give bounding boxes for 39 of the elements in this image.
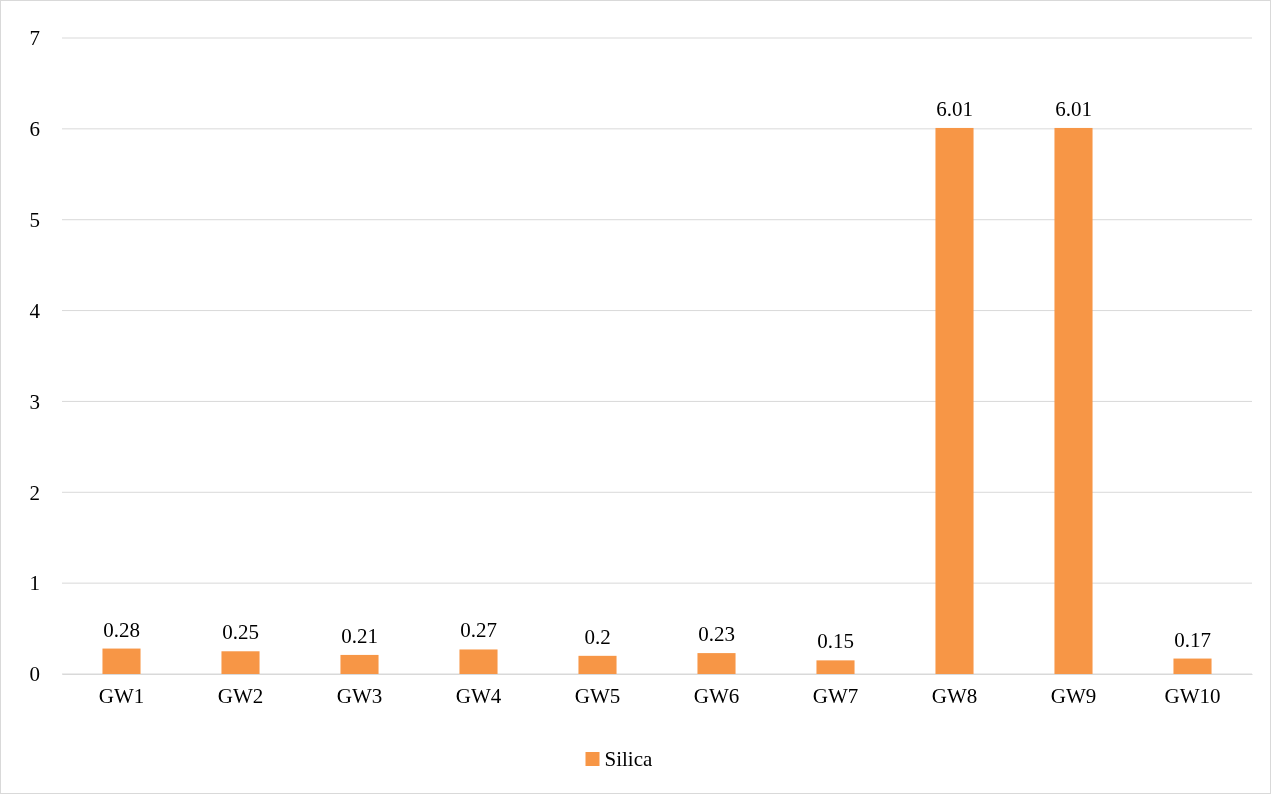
data-label: 0.17	[1174, 627, 1211, 652]
legend-label: Silica	[604, 747, 653, 771]
x-tick-label: GW10	[1164, 683, 1221, 708]
y-tick-label: 1	[29, 571, 40, 596]
data-label: 0.15	[817, 629, 854, 654]
bar	[697, 653, 736, 674]
x-tick-label: GW1	[98, 683, 145, 708]
data-label: 6.01	[936, 96, 973, 121]
y-tick-label: 4	[29, 298, 41, 323]
y-tick-label: 7	[29, 26, 40, 51]
bar	[935, 127, 974, 674]
data-label: 0.27	[460, 618, 497, 643]
bar	[1173, 658, 1212, 674]
x-tick-label: GW6	[693, 683, 740, 708]
data-label: 0.21	[341, 623, 378, 648]
data-label: 0.23	[698, 622, 735, 647]
bar	[1054, 127, 1093, 674]
y-tick-label: 5	[29, 207, 40, 232]
data-label: 0.2	[584, 624, 611, 649]
x-tick-label: GW2	[217, 683, 264, 708]
x-tick-label: GW9	[1050, 683, 1097, 708]
y-tick-label: 3	[29, 389, 40, 414]
bar	[459, 649, 498, 674]
y-tick-label: 6	[29, 117, 40, 142]
x-tick-label: GW4	[455, 683, 502, 708]
y-tick-label: 0	[29, 662, 40, 687]
bar	[816, 660, 855, 674]
data-label: 0.28	[103, 617, 140, 642]
bar	[102, 648, 141, 674]
x-tick-label: GW5	[574, 683, 621, 708]
x-tick-label: GW7	[812, 683, 859, 708]
bar	[221, 651, 260, 674]
y-tick-label: 2	[29, 480, 40, 505]
data-label: 0.25	[222, 620, 259, 645]
bar	[578, 655, 617, 674]
x-tick-label: GW8	[931, 683, 978, 708]
bar	[340, 654, 379, 674]
x-tick-label: GW3	[336, 683, 383, 708]
data-label: 6.01	[1055, 96, 1092, 121]
